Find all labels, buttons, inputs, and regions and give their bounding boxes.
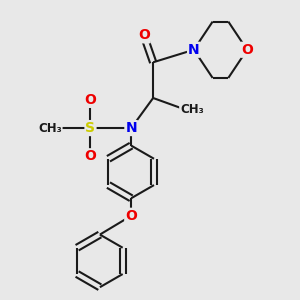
Text: N: N — [125, 121, 137, 135]
Text: N: N — [188, 43, 200, 57]
Text: O: O — [85, 149, 96, 163]
Text: O: O — [241, 43, 253, 57]
Text: O: O — [125, 209, 137, 223]
Text: O: O — [85, 93, 96, 107]
Text: CH₃: CH₃ — [180, 103, 204, 116]
Text: O: O — [138, 28, 150, 42]
Text: CH₃: CH₃ — [38, 122, 61, 135]
Text: S: S — [85, 121, 95, 135]
